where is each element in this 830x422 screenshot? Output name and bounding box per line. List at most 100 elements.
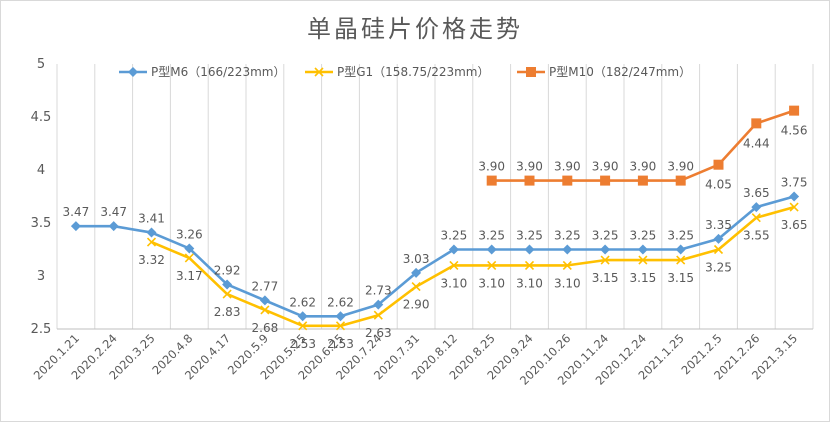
- marker-diamond: [562, 244, 573, 255]
- data-label: 3.10: [478, 276, 505, 290]
- marker-diamond: [713, 233, 724, 244]
- data-label: 3.25: [630, 229, 657, 243]
- data-label: 3.65: [781, 218, 808, 232]
- legend-label: P型M10（182/247mm）: [549, 65, 691, 79]
- data-label: 2.62: [289, 295, 316, 309]
- data-label: 2.53: [289, 337, 316, 351]
- data-label: 3.41: [138, 212, 165, 226]
- marker-diamond: [373, 299, 384, 310]
- data-label: 3.17: [176, 269, 203, 283]
- marker-square: [637, 175, 648, 186]
- marker-x: [222, 289, 232, 299]
- data-label: 3.15: [592, 271, 619, 285]
- y-tick-label: 4: [37, 163, 45, 178]
- data-label: 4.05: [705, 178, 732, 192]
- data-label: 3.47: [100, 205, 127, 219]
- marker-x: [789, 202, 799, 212]
- marker-x: [562, 260, 572, 270]
- marker-diamond: [448, 244, 459, 255]
- data-label: 3.10: [516, 276, 543, 290]
- marker-square: [486, 175, 497, 186]
- data-label: 3.47: [63, 205, 90, 219]
- marker-x: [638, 255, 648, 265]
- marker-x: [411, 282, 421, 292]
- data-label: 2.68: [252, 321, 279, 335]
- marker-square: [562, 175, 573, 186]
- data-label: 3.35: [705, 218, 732, 232]
- marker-square: [600, 175, 611, 186]
- marker-diamond: [637, 244, 648, 255]
- data-label: 3.25: [478, 229, 505, 243]
- marker-square: [526, 67, 536, 77]
- marker-diamond: [128, 67, 138, 77]
- data-label: 3.15: [630, 271, 657, 285]
- marker-diamond: [259, 295, 270, 306]
- marker-diamond: [70, 221, 81, 232]
- marker-x: [676, 255, 686, 265]
- data-label: 2.63: [365, 326, 392, 340]
- marker-x: [298, 321, 308, 331]
- marker-diamond: [411, 267, 422, 278]
- marker-diamond: [108, 221, 119, 232]
- data-label: 2.92: [214, 263, 241, 277]
- data-label: 3.10: [441, 276, 468, 290]
- legend-label: P型G1（158.75/223mm）: [337, 65, 490, 79]
- data-label: 2.90: [403, 298, 430, 312]
- data-label: 3.90: [478, 160, 505, 174]
- marker-square: [524, 175, 535, 186]
- data-label: 2.77: [252, 279, 279, 293]
- marker-x: [487, 260, 497, 270]
- data-label: 3.90: [554, 160, 581, 174]
- chart-title: 单晶硅片价格走势: [307, 15, 523, 43]
- data-label: 3.90: [516, 160, 543, 174]
- marker-square: [713, 159, 724, 170]
- marker-diamond: [222, 279, 233, 290]
- marker-diamond: [146, 227, 157, 238]
- marker-x: [146, 237, 157, 247]
- marker-x: [314, 67, 324, 77]
- data-label: 3.25: [441, 229, 468, 243]
- data-label: 4.56: [781, 124, 808, 138]
- marker-diamond: [297, 311, 308, 322]
- y-tick-label: 4.5: [31, 110, 52, 125]
- marker-x: [600, 255, 610, 265]
- data-label: 2.73: [365, 284, 392, 298]
- marker-x: [373, 310, 383, 320]
- data-label: 2.83: [214, 305, 241, 319]
- data-label: 3.03: [403, 252, 430, 266]
- data-label: 3.10: [554, 276, 581, 290]
- marker-x: [449, 260, 459, 270]
- marker-diamond: [335, 311, 346, 322]
- marker-x: [184, 253, 194, 263]
- marker-diamond: [675, 244, 686, 255]
- data-label: 3.25: [516, 229, 543, 243]
- data-label: 3.65: [743, 186, 770, 200]
- marker-square: [675, 175, 686, 186]
- marker-diamond: [751, 202, 762, 213]
- data-label: 3.25: [705, 261, 732, 275]
- y-tick-label: 5: [37, 57, 45, 72]
- series-line: [75, 195, 795, 318]
- data-label: 3.90: [592, 160, 619, 174]
- marker-x: [713, 244, 724, 255]
- y-tick-label: 3.5: [31, 216, 52, 231]
- data-label: 3.32: [138, 253, 165, 267]
- marker-diamond: [600, 244, 611, 255]
- marker-x: [751, 213, 761, 223]
- marker-diamond: [524, 244, 535, 255]
- data-label: 3.15: [667, 271, 694, 285]
- marker-x: [335, 321, 346, 331]
- data-label: 3.90: [630, 160, 657, 174]
- marker-square: [751, 118, 762, 129]
- y-tick-label: 2.5: [31, 322, 52, 337]
- series-line: [150, 205, 795, 328]
- data-label: 3.25: [554, 229, 581, 243]
- legend-label: P型M6（166/223mm）: [151, 65, 285, 79]
- marker-diamond: [486, 244, 497, 255]
- marker-diamond: [789, 191, 800, 202]
- y-tick-label: 3: [37, 269, 45, 284]
- marker-x: [524, 260, 535, 270]
- data-label: 3.90: [667, 160, 694, 174]
